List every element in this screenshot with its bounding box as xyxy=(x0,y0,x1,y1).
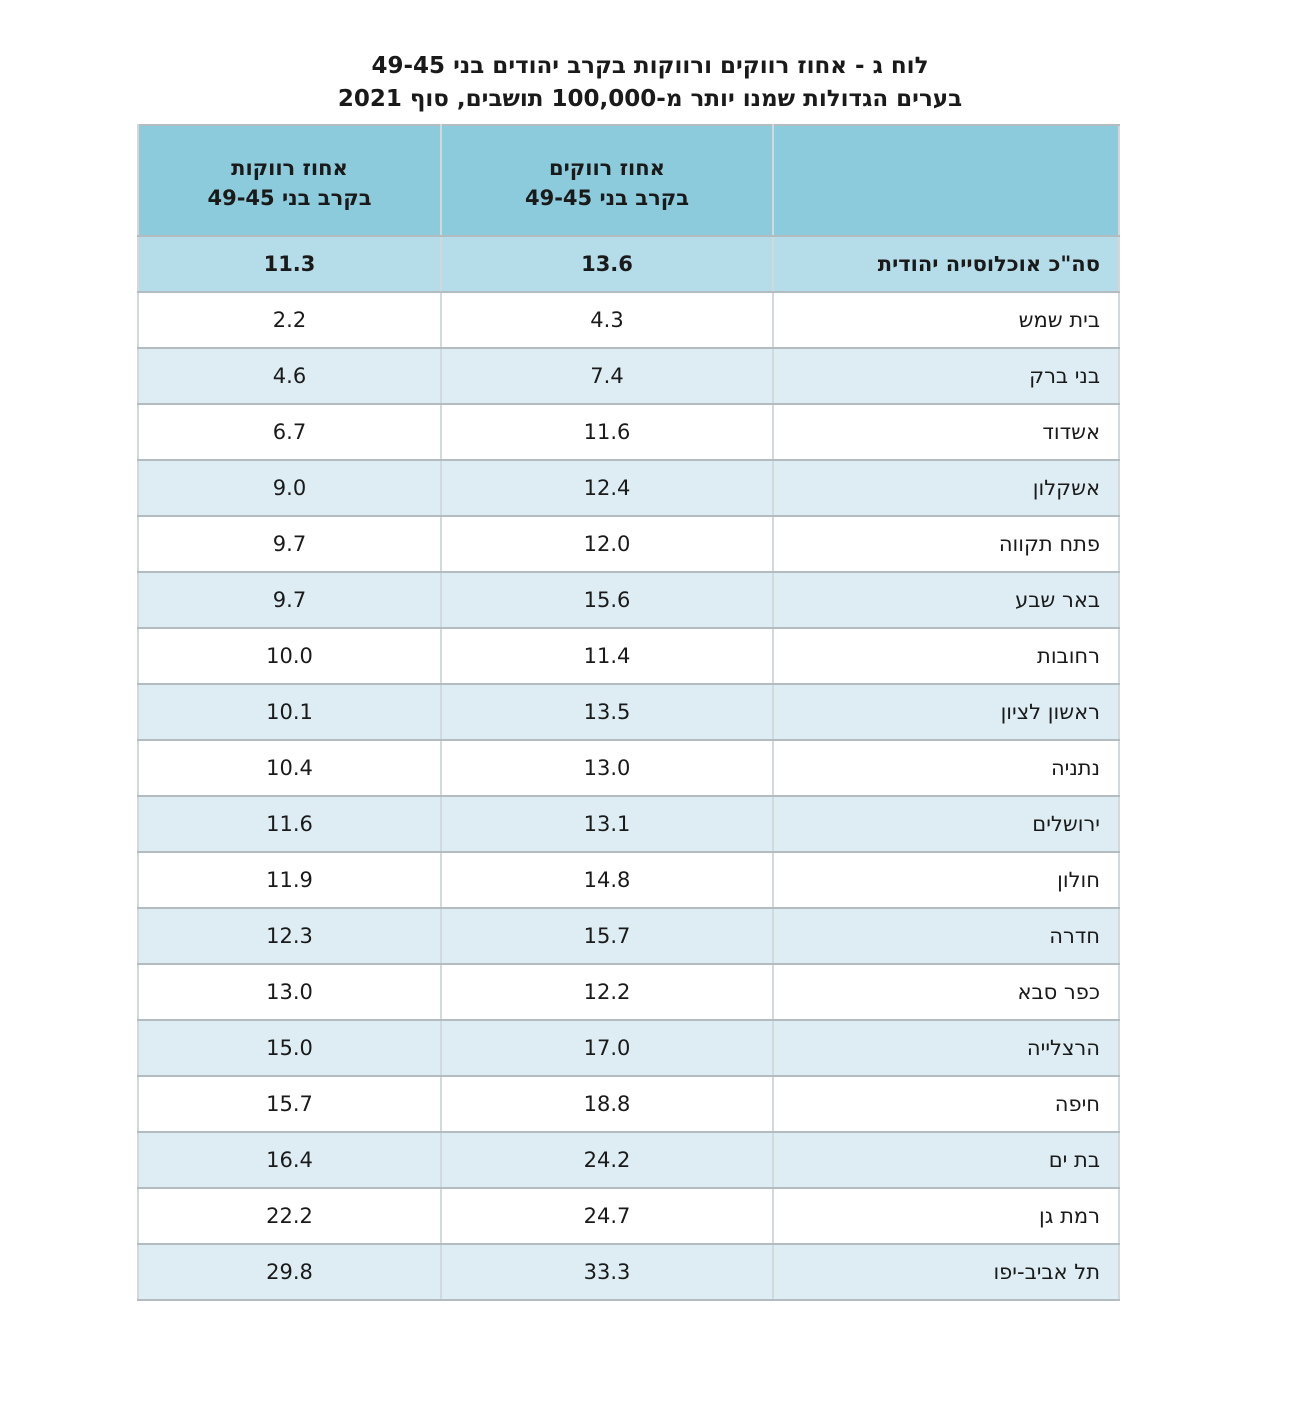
single-women-value-cell: 16.4 xyxy=(137,1131,442,1189)
single-men-header-line-2: בקרב בני 49-45 xyxy=(524,185,690,210)
city-name-cell: בית שמש xyxy=(772,291,1120,349)
city-row: בת ים 24.2 16.4 xyxy=(137,1131,1120,1189)
city-name-cell: חולון xyxy=(772,851,1120,909)
single-men-value-cell: 13.6 xyxy=(440,235,774,293)
single-men-value-cell: 13.5 xyxy=(440,683,774,741)
single-women-value-cell: 11.6 xyxy=(137,795,442,853)
city-row: באר שבע 15.6 9.7 xyxy=(137,571,1120,629)
city-name-cell: רמת גן xyxy=(772,1187,1120,1245)
single-men-value-cell: 14.8 xyxy=(440,851,774,909)
single-men-value-cell: 24.7 xyxy=(440,1187,774,1245)
single-men-value-cell: 17.0 xyxy=(440,1019,774,1077)
city-row: ירושלים 13.1 11.6 xyxy=(137,795,1120,853)
single-women-value-cell: 15.7 xyxy=(137,1075,442,1133)
city-name-cell: חדרה xyxy=(772,907,1120,965)
city-name-cell: רחובות xyxy=(772,627,1120,685)
header-row: אחוז רווקים בקרב בני 49-45 אחוז רווקות ב… xyxy=(137,124,1120,237)
single-men-header-line-1: אחוז רווקים xyxy=(549,155,665,180)
header-cell-single-women: אחוז רווקות בקרב בני 49-45 xyxy=(137,124,442,237)
single-women-value-cell: 10.1 xyxy=(137,683,442,741)
city-name-cell: אשדוד xyxy=(772,403,1120,461)
city-name-cell: ירושלים xyxy=(772,795,1120,853)
single-women-value-cell: 10.0 xyxy=(137,627,442,685)
city-row: חדרה 15.7 12.3 xyxy=(137,907,1120,965)
header-cell-single-men: אחוז רווקים בקרב בני 49-45 xyxy=(440,124,774,237)
city-row: פתח תקווה 12.0 9.7 xyxy=(137,515,1120,573)
single-women-value-cell: 12.3 xyxy=(137,907,442,965)
city-row: רחובות 11.4 10.0 xyxy=(137,627,1120,685)
title-line-2: בערים הגדולות שמנו יותר מ-100,000 תושבים… xyxy=(337,86,963,112)
singles-percentage-table: אחוז רווקים בקרב בני 49-45 אחוז רווקות ב… xyxy=(137,124,1120,1301)
single-women-value-cell: 22.2 xyxy=(137,1187,442,1245)
city-name-cell: כפר סבא xyxy=(772,963,1120,1021)
header-cell-city-empty xyxy=(772,124,1120,237)
single-women-header-line-1: אחוז רווקות xyxy=(231,155,348,180)
single-men-value-cell: 4.3 xyxy=(440,291,774,349)
city-row: ראשון לציון 13.5 10.1 xyxy=(137,683,1120,741)
city-name-cell: נתניה xyxy=(772,739,1120,797)
single-men-value-cell: 12.2 xyxy=(440,963,774,1021)
single-women-value-cell: 9.7 xyxy=(137,571,442,629)
city-name-cell: תל אביב-יפו xyxy=(772,1243,1120,1301)
single-women-value-cell: 13.0 xyxy=(137,963,442,1021)
city-name-cell: ראשון לציון xyxy=(772,683,1120,741)
single-men-value-cell: 11.6 xyxy=(440,403,774,461)
single-women-value-cell: 15.0 xyxy=(137,1019,442,1077)
city-name-cell: הרצלייה xyxy=(772,1019,1120,1077)
single-men-value-cell: 33.3 xyxy=(440,1243,774,1301)
statistics-table-wrapper: אחוז רווקים בקרב בני 49-45 אחוז רווקות ב… xyxy=(137,124,1120,1301)
city-row: חולון 14.8 11.9 xyxy=(137,851,1120,909)
single-women-value-cell: 10.4 xyxy=(137,739,442,797)
single-men-value-cell: 12.0 xyxy=(440,515,774,573)
single-women-value-cell: 11.9 xyxy=(137,851,442,909)
total-row: סה"כ אוכלוסייה יהודית 13.6 11.3 xyxy=(137,235,1120,293)
city-row: הרצלייה 17.0 15.0 xyxy=(137,1019,1120,1077)
city-row: בית שמש 4.3 2.2 xyxy=(137,291,1120,349)
single-men-value-cell: 12.4 xyxy=(440,459,774,517)
city-row: בני ברק 7.4 4.6 xyxy=(137,347,1120,405)
city-name-cell: באר שבע xyxy=(772,571,1120,629)
single-women-value-cell: 29.8 xyxy=(137,1243,442,1301)
single-men-value-cell: 15.6 xyxy=(440,571,774,629)
single-men-value-cell: 24.2 xyxy=(440,1131,774,1189)
city-name-cell: בני ברק xyxy=(772,347,1120,405)
city-row: אשדוד 11.6 6.7 xyxy=(137,403,1120,461)
title-line-1: לוח ג - אחוז רווקים ורווקות בקרב יהודים … xyxy=(371,53,929,79)
single-men-value-cell: 11.4 xyxy=(440,627,774,685)
document-page: לוח ג - אחוז רווקים ורווקות בקרב יהודים … xyxy=(0,50,1300,1301)
single-men-value-cell: 13.0 xyxy=(440,739,774,797)
single-men-value-cell: 18.8 xyxy=(440,1075,774,1133)
single-men-value-cell: 7.4 xyxy=(440,347,774,405)
single-women-value-cell: 11.3 xyxy=(137,235,442,293)
total-label-cell: סה"כ אוכלוסייה יהודית xyxy=(772,235,1120,293)
single-women-value-cell: 4.6 xyxy=(137,347,442,405)
city-row: נתניה 13.0 10.4 xyxy=(137,739,1120,797)
city-name-cell: פתח תקווה xyxy=(772,515,1120,573)
single-women-header-line-2: בקרב בני 49-45 xyxy=(207,185,372,210)
city-row: כפר סבא 12.2 13.0 xyxy=(137,963,1120,1021)
single-men-value-cell: 13.1 xyxy=(440,795,774,853)
single-men-value-cell: 15.7 xyxy=(440,907,774,965)
city-row: תל אביב-יפו 33.3 29.8 xyxy=(137,1243,1120,1301)
city-row: רמת גן 24.7 22.2 xyxy=(137,1187,1120,1245)
single-women-value-cell: 9.0 xyxy=(137,459,442,517)
city-name-cell: בת ים xyxy=(772,1131,1120,1189)
city-row: אשקלון 12.4 9.0 xyxy=(137,459,1120,517)
single-women-value-cell: 6.7 xyxy=(137,403,442,461)
city-name-cell: אשקלון xyxy=(772,459,1120,517)
city-row: חיפה 18.8 15.7 xyxy=(137,1075,1120,1133)
single-women-value-cell: 2.2 xyxy=(137,291,442,349)
single-women-value-cell: 9.7 xyxy=(137,515,442,573)
city-name-cell: חיפה xyxy=(772,1075,1120,1133)
table-title: לוח ג - אחוז רווקים ורווקות בקרב יהודים … xyxy=(0,50,1300,116)
